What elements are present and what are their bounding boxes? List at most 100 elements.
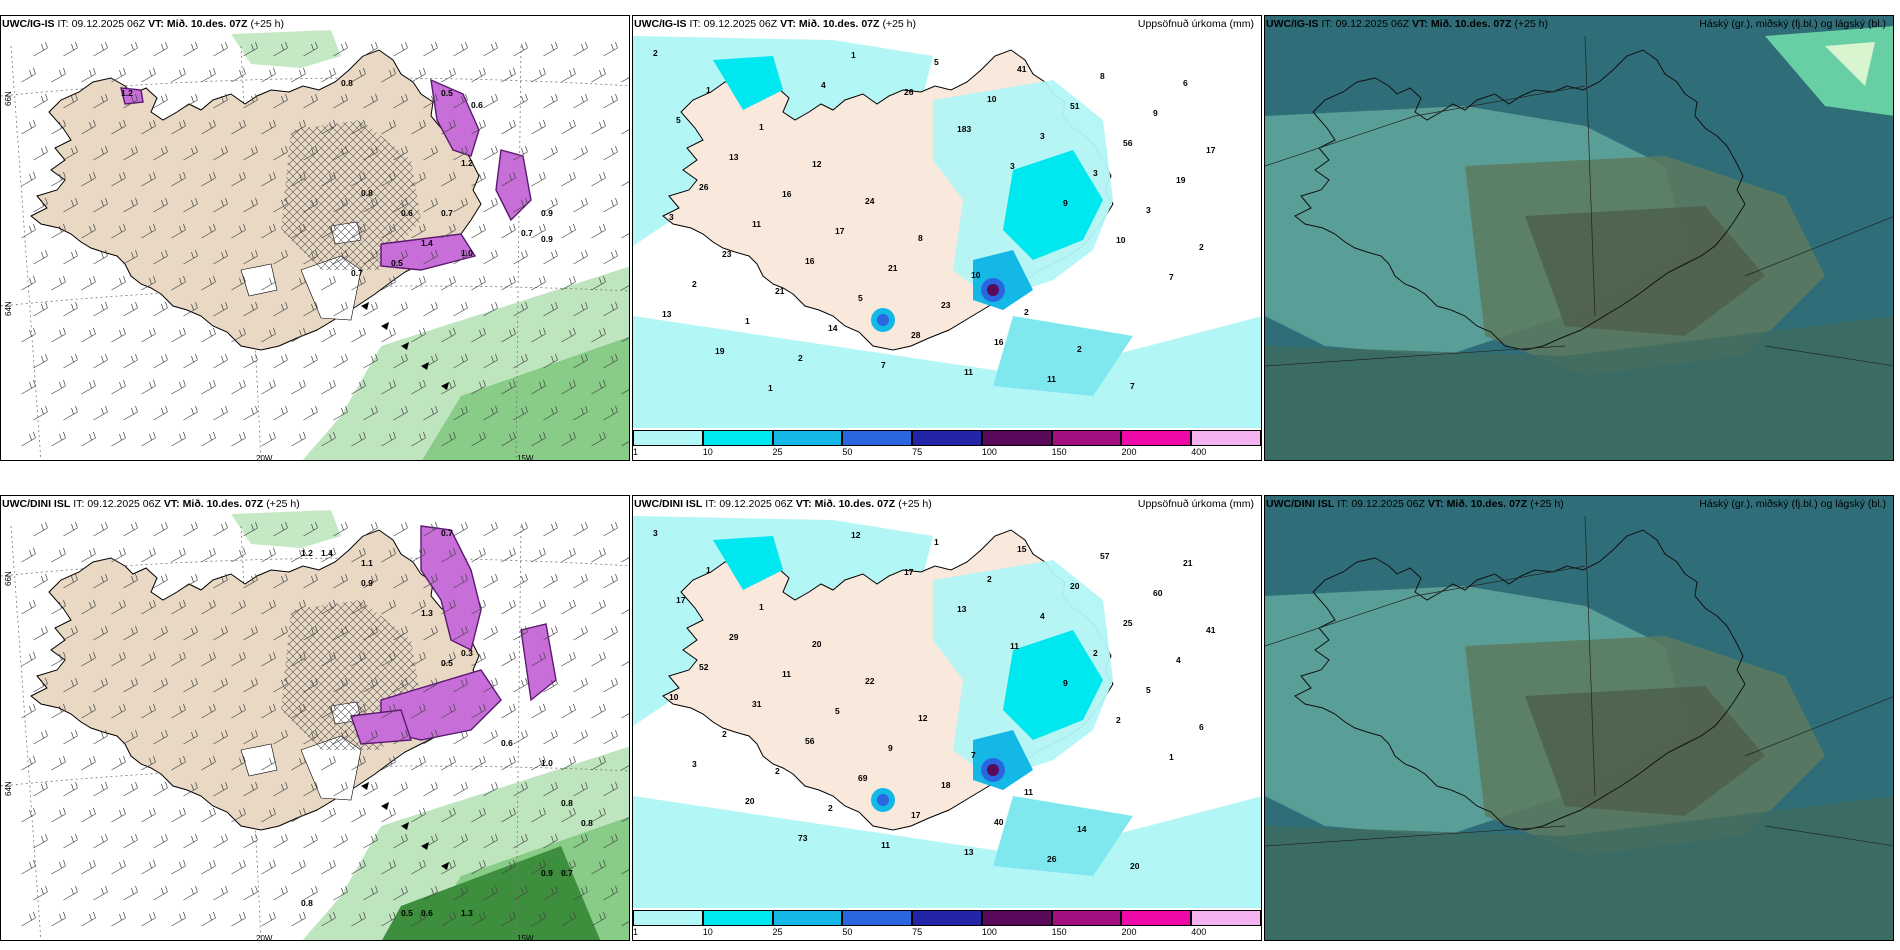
wind-barb [363,353,378,369]
wind-barb [123,521,138,537]
wind-barb [201,119,216,135]
wind-barb [261,651,276,667]
wind-barb [471,431,486,447]
wind-barb [153,729,168,745]
wind-barb [513,885,528,901]
wind-barb [453,625,468,641]
wind-barb [291,599,306,615]
wind-value: 0.8 [301,898,313,908]
wind-barb [231,547,246,563]
wind-barb [153,781,168,797]
wind-barb [303,93,318,109]
wind-barb [261,599,276,615]
wind-barb [51,223,66,239]
wind-barb [321,807,336,823]
wind-barb [141,651,156,667]
wind-barb [303,301,318,317]
precip-area [987,764,999,776]
wind-barb [351,431,366,447]
precip-value: 3 [653,528,658,538]
wind-barb [501,911,516,927]
wind-barb [591,327,606,343]
cloud-area [1525,686,1765,816]
wind-barb [441,703,456,719]
wind-barb [561,171,576,187]
wind-barb [141,223,156,239]
precip-value: 11 [782,669,791,679]
wind-barb [573,573,588,589]
wind-barb [603,573,618,589]
wind-barb [171,67,186,83]
wind-barb [51,703,66,719]
wind-barb [363,625,378,641]
wind-barb [363,885,378,901]
wind-barb [561,67,576,83]
wind-barb [273,93,288,109]
wind-barb [63,301,78,317]
precip-value: 17 [835,226,845,236]
wind-barb [411,327,426,343]
wind-barb [183,249,198,265]
wind-barb [573,781,588,797]
wind-barb [303,145,318,161]
precip-value: 17 [1206,145,1216,155]
precip-legend: 1 10 25 50 75 100 150 200 400 [633,428,1261,460]
wind-barb [441,67,456,83]
wind-barb [21,859,36,875]
legend-label: 400 [1191,447,1207,457]
legend-label: 200 [1121,447,1137,457]
graticule-line [1764,345,1893,367]
pressure-triangle [381,322,389,330]
precip-value: 26 [904,87,914,97]
legend-swatch [1191,430,1261,446]
wind-barb [63,145,78,161]
wind-barb [333,249,348,265]
wind-barb [33,353,48,369]
wind-barb [531,379,546,395]
wind-barb [531,431,546,447]
wind-barb [603,249,618,265]
wind-barb [471,755,486,771]
wind-barb [213,145,228,161]
panel-title: Háský (gr.), miðský (fj.bl.) og lágský (… [1699,498,1886,510]
wind-barb [33,197,48,213]
graticule-line [1,285,629,307]
wind-barb [603,41,618,57]
panel-header: UWC/IG-IS IT: 09.12.2025 06Z VT: Mið. 10.des… [1266,18,1886,30]
wind-barb [153,885,168,901]
wind-barb [21,599,36,615]
wind-barb [471,651,486,667]
wind-barb [171,275,186,291]
precip-value: 5 [835,706,840,716]
wind-barb [243,521,258,537]
legend-label: 100 [981,927,997,937]
wind-barb [321,651,336,667]
wind-barb [93,729,108,745]
graticule-line [1764,825,1893,847]
wind-value: 1.0 [461,248,473,258]
wind-barb [393,249,408,265]
precip-value: 2 [1077,344,1082,354]
wind-barb [501,223,516,239]
precip-area [633,796,1261,910]
wind-barb [603,301,618,317]
pressure-triangle [361,302,369,310]
wind-barb [273,353,288,369]
precip-area [877,794,889,806]
wind-barb [501,379,516,395]
wind-barb [483,405,498,421]
wind-barb [273,729,288,745]
precip-area [987,284,999,296]
wind-barb [123,145,138,161]
wind-barb [81,859,96,875]
precip-value: 19 [715,346,725,356]
iceland-map [662,49,1114,351]
wind-barb [333,353,348,369]
precip-legend: 1 10 25 50 75 100 150 200 400 [633,908,1261,940]
graticule-line [1744,216,1893,277]
panel-header: UWC/IG-IS IT: 09.12.2025 06Z VT: Mið. 10.des… [2,18,284,30]
wind-barb [591,911,606,927]
legend-swatch [772,910,843,926]
precip-value: 11 [881,840,890,850]
wind-barb [81,327,96,343]
